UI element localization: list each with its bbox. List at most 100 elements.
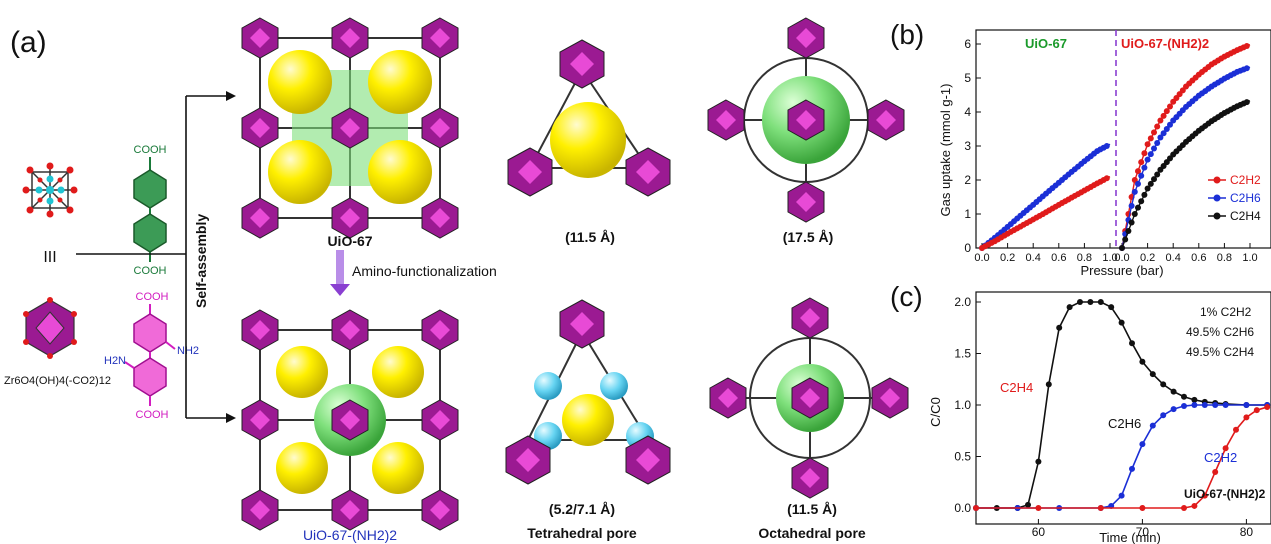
panel-b-xlabel: Pressure (bar)	[1080, 263, 1163, 278]
self-assembly-label: Self-assembly	[193, 214, 209, 308]
xtick-label: 0.8	[1077, 252, 1092, 264]
panel-b-left-title: UiO-67	[1025, 36, 1067, 51]
amino-arrow-shaft	[336, 250, 344, 284]
data-point-c2h2	[1181, 505, 1187, 511]
data-point-c2h6	[1138, 172, 1145, 179]
panel-c: (c) C/C0 0.00.51.01.52.0 60 70 80 1% C2H2 …	[890, 281, 1271, 544]
panel-c-xticks: 60 70 80	[1032, 519, 1254, 539]
data-point-c2h2	[1233, 426, 1239, 433]
data-point-c2h6	[1131, 188, 1138, 195]
zr-cluster-polyhedron	[23, 297, 77, 359]
data-point-c2h4	[1056, 324, 1063, 331]
octahedral-pore-view-bottom	[709, 297, 909, 499]
data-point-c2h6	[1157, 134, 1164, 141]
ytick-label: 2	[964, 173, 971, 187]
data-point-c2h2	[1035, 505, 1042, 511]
xtick-label: 0.0	[974, 252, 989, 264]
data-point-c2h4	[1149, 371, 1156, 378]
data-point-c2h4	[1066, 304, 1073, 311]
data-point-c2h4	[1077, 299, 1083, 305]
tetrahedral-cage	[368, 140, 432, 204]
data-point-c2h2	[1253, 407, 1260, 414]
data-point-c2h6	[1144, 156, 1151, 163]
data-point-c2h2	[1141, 150, 1148, 157]
arrow-head-bottom	[226, 413, 236, 423]
data-point-c2h4	[1151, 176, 1157, 183]
xtick-label: 80	[1240, 525, 1254, 539]
ytick-label: 2.0	[954, 295, 971, 309]
data-point-c2h2	[1147, 135, 1154, 142]
bpdc-nh2-linker: COOH NH2 H2N COOH	[104, 291, 199, 421]
data-point-c2h2	[1103, 175, 1110, 182]
data-point-c2h6	[1151, 145, 1157, 152]
ytick-label: 4	[964, 105, 971, 119]
xtick-label: 1.0	[1102, 252, 1117, 264]
tetrahedral-cage	[368, 50, 432, 114]
data-point-c2h4	[1129, 340, 1135, 347]
tetrahedral-pore-caption: Tetrahedral pore	[527, 525, 637, 541]
ytick-label: 3	[964, 139, 971, 153]
data-point-c2h2	[1243, 43, 1250, 50]
ytick-label: 1.5	[954, 347, 971, 361]
data-point-c2h2	[1191, 502, 1198, 509]
data-point-c2h2	[1151, 129, 1157, 136]
top-tetrahedral-size: (11.5 Å)	[565, 229, 615, 245]
legend-c2h4: C2H4	[1230, 209, 1261, 223]
tetrahedral-pore-view-top	[507, 39, 671, 197]
data-point-c2h6	[1103, 143, 1110, 149]
data-point-c2h4	[1191, 396, 1198, 403]
data-point-c2h2	[1154, 123, 1161, 130]
feed-c2h2: 1% C2H2	[1200, 305, 1252, 319]
cluster-symbol: III	[43, 249, 56, 266]
ytick-label: 1	[964, 207, 971, 221]
data-point-c2h6	[1222, 402, 1229, 408]
data-point-c2h4	[1138, 198, 1145, 205]
amino-functionalization-label: Amino-functionalization	[352, 263, 497, 279]
data-point-c2h2	[1264, 404, 1271, 411]
ytick-label: 6	[964, 37, 971, 51]
data-point-c2h2	[1201, 492, 1208, 499]
data-point-c2h4	[1035, 458, 1042, 465]
panel-b-legend: C2H2 C2H6 C2H4	[1208, 173, 1261, 223]
linker1-cooh-bottom: COOH	[134, 265, 167, 277]
panel-a: (a) III Zr6O4(OH)4(-CO2)12 COOH	[4, 17, 909, 543]
legend-c2h6: C2H6	[1230, 191, 1261, 205]
panel-b-label: (b)	[890, 19, 924, 50]
data-point-c2h4	[1181, 393, 1187, 400]
data-point-c2h6	[1160, 412, 1167, 419]
data-point-c2h4	[1144, 185, 1151, 192]
data-point-c2h6	[1128, 202, 1135, 209]
amino-arrow-head	[330, 284, 350, 296]
data-point-c2h2	[1135, 168, 1141, 175]
data-point-c2h6	[1170, 406, 1177, 413]
cluster-formula: Zr6O4(OH)4(-CO2)12	[4, 375, 111, 387]
xtick-label: 0.0	[1114, 252, 1129, 264]
xtick-label: 0.4	[1026, 252, 1041, 264]
linker2-nh2-left: H2N	[104, 355, 126, 367]
data-point-c2h4	[1108, 304, 1115, 311]
ytick-label: 5	[964, 71, 971, 85]
data-point-c2h6	[1160, 130, 1167, 137]
data-point-c2h4	[1131, 211, 1138, 217]
data-point-c2h4	[1160, 381, 1167, 388]
data-point-c2h6	[1129, 465, 1135, 472]
data-point-c2h2	[1243, 414, 1250, 421]
ytick-label: 0	[964, 241, 971, 255]
xtick-label: 60	[1032, 525, 1046, 539]
data-point-c2h6	[1147, 151, 1154, 158]
data-point-c2h6	[1191, 402, 1198, 408]
data-point-c2h4	[1025, 501, 1031, 508]
data-point-c2h2	[1222, 445, 1229, 452]
panel-b: (b) Gas uptake (mmol g-1) 0 1 2 3 4 5 6 0.0 0.2…	[890, 19, 1271, 278]
data-point-c2h6	[1118, 492, 1125, 499]
xtick-label: 70	[1136, 525, 1150, 539]
ytick-label: 0.0	[954, 501, 971, 515]
data-point-c2h6	[1135, 180, 1141, 187]
feed-c2h6: 49.5% C2H6	[1186, 325, 1254, 339]
data-point-c2h2	[1160, 112, 1167, 119]
data-point-c2h4	[1119, 245, 1125, 251]
series-label-c2h4: C2H4	[1000, 380, 1033, 395]
panel-b-series	[979, 43, 1251, 251]
panel-c-frame	[975, 291, 1271, 525]
